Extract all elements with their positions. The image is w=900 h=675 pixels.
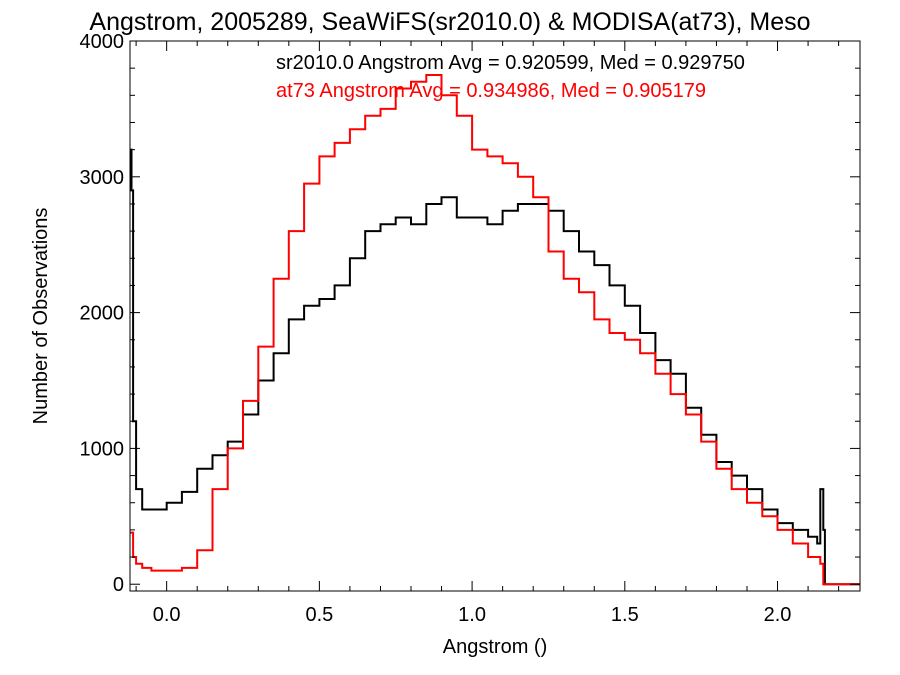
y-axis-label: Number of Observations (30, 208, 52, 425)
y-tick-label: 0 (113, 574, 124, 596)
plot-area (130, 74, 860, 586)
series-line-1 (130, 148, 860, 586)
x-tick-label: 1.0 (458, 604, 486, 626)
y-tick-label: 3000 (80, 167, 125, 189)
y-tick-label: 1000 (80, 438, 125, 460)
series-line-2 (130, 74, 860, 586)
x-axis-label: Angstrom () (443, 636, 547, 658)
chart-title: Angstrom, 2005289, SeaWiFS(sr2010.0) & M… (89, 8, 810, 36)
x-tick-label: 0.5 (305, 604, 333, 626)
x-axis: 0.0 0.5 1.0 1.5 2.0 (135, 41, 840, 626)
y-tick-label: 2000 (80, 303, 125, 325)
annotation-at73: at73 Angstrom Avg = 0.934986, Med = 0.90… (276, 80, 706, 102)
y-axis: 0 1000 2000 3000 4000 (80, 31, 860, 596)
plot-frame (129, 40, 861, 592)
x-tick-label: 0.0 (153, 604, 181, 626)
x-tick-label: 2.0 (764, 604, 792, 626)
x-tick-label: 1.5 (611, 604, 639, 626)
annotation-sr2010: sr2010.0 Angstrom Avg = 0.920599, Med = … (276, 52, 745, 74)
y-tick-label: 4000 (80, 31, 125, 53)
